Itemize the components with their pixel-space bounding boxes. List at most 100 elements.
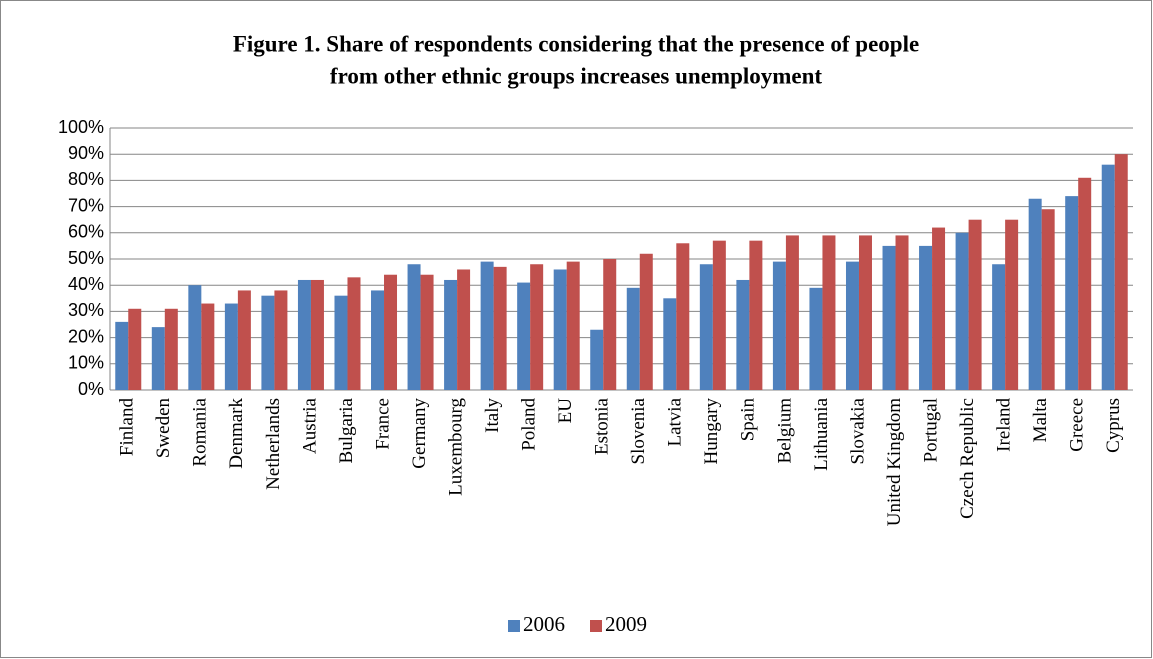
x-tick-label: Italy	[482, 398, 503, 433]
x-tick-label: Romania	[190, 397, 211, 466]
x-tick-label: Netherlands	[263, 398, 284, 490]
y-tick-label: 80%	[68, 169, 104, 189]
y-tick-label: 90%	[68, 143, 104, 163]
bar	[932, 227, 946, 390]
bar	[407, 264, 421, 390]
x-tick-label: Hungary	[701, 398, 722, 465]
bar	[712, 240, 726, 390]
bar	[895, 235, 909, 390]
bar	[1005, 219, 1019, 390]
x-tick-label: Austria	[299, 397, 320, 454]
bar	[310, 279, 324, 390]
bar	[553, 269, 567, 390]
x-tick-label: Slovakia	[847, 397, 868, 464]
bar	[699, 264, 713, 390]
x-tick-label: Lithuania	[811, 397, 832, 470]
x-tick-label: Czech Republic	[957, 398, 978, 519]
bar	[968, 219, 982, 390]
bar	[274, 290, 288, 390]
x-tick-label: Sweden	[153, 398, 174, 459]
bar	[626, 287, 640, 390]
bar	[822, 235, 836, 390]
bar	[1114, 154, 1128, 390]
bar	[992, 264, 1006, 390]
bar	[384, 274, 398, 390]
bar	[1101, 164, 1115, 390]
chart-title: Figure 1. Share of respondents consideri…	[233, 31, 919, 56]
x-tick-label: United Kingdom	[884, 398, 905, 526]
bar	[1028, 198, 1042, 390]
bar	[809, 287, 823, 390]
x-tick-label: Latvia	[665, 397, 686, 446]
legend-label: 2006	[523, 612, 565, 636]
bar	[530, 264, 544, 390]
y-tick-label: 40%	[68, 274, 104, 294]
bar	[1078, 177, 1092, 390]
y-tick-label: 20%	[68, 326, 104, 346]
bar	[420, 274, 434, 390]
bar	[955, 232, 969, 390]
x-tick-label: Slovenia	[628, 397, 649, 464]
bar	[749, 240, 763, 390]
bar	[334, 295, 348, 390]
x-tick-label: Luxembourg	[445, 398, 466, 496]
bar	[128, 308, 142, 390]
bar	[919, 245, 933, 390]
bar	[639, 253, 653, 390]
x-tick-label: Portugal	[920, 398, 941, 462]
bar	[493, 266, 507, 390]
x-tick-label: France	[372, 398, 393, 450]
y-tick-label: 0%	[78, 379, 104, 399]
bar	[603, 259, 617, 390]
x-tick-label: Malta	[1030, 397, 1051, 442]
bar	[517, 282, 531, 390]
bar	[663, 298, 677, 390]
bar	[480, 261, 494, 390]
bar	[785, 235, 799, 390]
x-tick-label: Cyprus	[1103, 398, 1124, 453]
bar	[845, 261, 859, 390]
x-tick-label: EU	[555, 398, 576, 424]
x-tick-label: Estonia	[592, 397, 613, 455]
chart-title: from other ethnic groups increases unemp…	[330, 63, 822, 88]
bar	[457, 269, 471, 390]
legend-swatch	[590, 620, 602, 632]
x-tick-label: Ireland	[993, 398, 1014, 452]
y-tick-label: 30%	[68, 300, 104, 320]
y-tick-label: 70%	[68, 195, 104, 215]
x-tick-label: Denmark	[226, 398, 247, 469]
bar	[772, 261, 786, 390]
bar	[237, 290, 251, 390]
bar	[347, 277, 361, 390]
bar	[1065, 196, 1079, 390]
bar	[444, 279, 458, 390]
y-tick-label: 60%	[68, 222, 104, 242]
x-tick-label: Spain	[738, 398, 759, 442]
y-tick-label: 50%	[68, 248, 104, 268]
bar	[224, 303, 238, 390]
bar	[164, 308, 178, 390]
x-tick-label: Poland	[519, 398, 540, 451]
bar	[201, 303, 215, 390]
bar	[297, 279, 311, 390]
bar	[371, 290, 385, 390]
y-tick-label: 10%	[68, 353, 104, 373]
bar	[882, 245, 896, 390]
bar	[676, 243, 690, 390]
x-tick-label: Belgium	[774, 398, 795, 464]
legend-swatch	[508, 620, 520, 632]
x-tick-label: Bulgaria	[336, 397, 357, 463]
x-tick-label: Germany	[409, 398, 430, 469]
bar	[151, 327, 165, 390]
bar	[566, 261, 580, 390]
y-tick-label: 100%	[58, 117, 104, 137]
bar	[1041, 209, 1055, 390]
x-tick-label: Finland	[117, 398, 138, 457]
bar	[261, 295, 275, 390]
bar	[188, 285, 202, 390]
bar	[736, 279, 750, 390]
bar	[590, 329, 604, 390]
x-tick-label: Greece	[1067, 398, 1088, 452]
legend-label: 2009	[605, 612, 647, 636]
